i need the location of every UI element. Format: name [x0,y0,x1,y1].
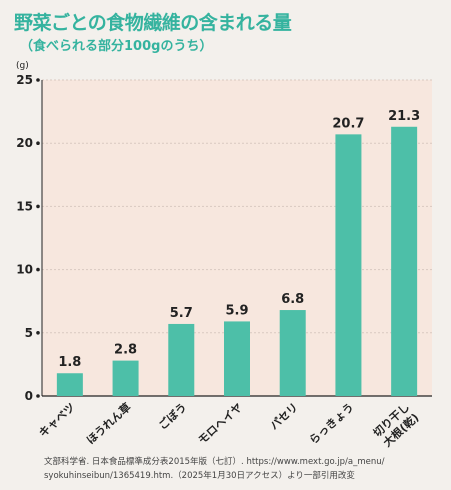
bar-2 [168,323,195,396]
category-label-line: モロヘイヤ [196,401,245,447]
category-label-line: ごぼう [155,400,189,432]
category-label-4: パセリ [267,401,300,433]
y-tick-mark [36,394,40,398]
value-label-0: 1.8 [58,355,81,370]
value-label-3: 5.9 [225,303,248,318]
y-tick-mark [36,141,40,145]
category-label-2: ごぼう [155,400,189,432]
category-label-line: パセリ [267,401,300,433]
y-tick-label: 5 [25,326,33,340]
y-tick-mark [36,331,40,335]
y-tick-mark [36,204,40,209]
y-tick-mark [36,267,40,272]
bar-1 [112,360,139,396]
y-tick-mark [36,78,40,82]
category-label-line: ほうれん草 [83,400,133,447]
value-label-4: 6.8 [281,292,304,307]
category-label-3: モロヘイヤ [196,401,245,447]
category-label-6: 切り干し大根(乾) [371,401,422,451]
y-tick-label: 20 [16,136,33,150]
y-unit-label: (g) [16,61,29,71]
source-line-2: syokuhinseibun/1365419.htm.（2025年1月30日アク… [44,471,355,481]
value-label-1: 2.8 [114,343,137,358]
source-line-1: 文部科学省. 日本食品標準成分表2015年版（七訂）. https://www.… [44,457,385,467]
chart-subtitle: （食べられる部分100gのうち） [20,39,213,54]
category-label-line: らっきょう [307,401,357,447]
y-tick-label: 10 [16,263,33,277]
y-tick-label: 0 [25,389,33,403]
y-tick-label: 15 [16,199,33,213]
chart-title: 野菜ごとの食物繊維の含まれる量 [14,12,292,34]
bar-4 [279,310,306,396]
y-tick-label: 25 [16,73,33,87]
bar-3 [224,321,250,396]
category-label-1: ほうれん草 [83,400,133,447]
value-label-6: 21.3 [388,109,420,124]
bar-6 [391,126,418,396]
category-label-5: らっきょう [307,401,357,447]
bar-0 [56,373,83,396]
value-label-5: 20.7 [332,116,364,131]
category-label-line: キャベツ [36,401,77,440]
bar-5 [335,134,362,397]
source-note: 文部科学省. 日本食品標準成分表2015年版（七訂）. https://www.… [44,455,442,483]
category-label-0: キャベツ [36,401,77,440]
value-label-2: 5.7 [170,306,193,321]
